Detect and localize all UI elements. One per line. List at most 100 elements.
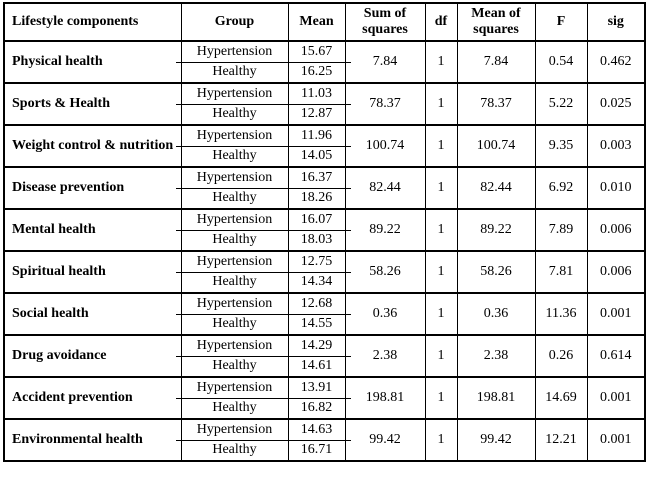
f-value-cell: 6.92 [534,166,588,210]
component-row-2-healthy: Healthy 14.05 [4,145,645,168]
column-header-group: Group [180,2,289,42]
f-value-cell: 12.21 [534,418,588,462]
mean-of-squares-cell: 99.42 [456,418,536,462]
component-name-cell: Weight control & nutrition [3,124,182,168]
component-name-cell: Accident prevention [3,376,182,420]
mean-cell: 16.07 [287,208,346,231]
component-name-cell: Sports & Health [3,82,182,126]
component-name-cell: Spiritual health [3,250,182,294]
group-cell: Hypertension [180,124,289,147]
component-name-cell: Drug avoidance [3,334,182,378]
group-cell: Hypertension [180,292,289,315]
lifestyle-anova-table: Lifestyle components Group Mean Sum of squa… [3,2,646,462]
component-row-8-healthy: Healthy 16.82 [4,397,645,420]
mean-of-squares-cell: 7.84 [456,40,536,84]
component-row-0-hypertension: Physical health Hypertension 15.67 7.84 1 7.8… [3,40,646,84]
mean-of-squares-cell: 82.44 [456,166,536,210]
sum-of-squares-cell: 198.81 [344,376,426,420]
mean-cell: 18.26 [287,187,346,210]
column-header-sig: sig [586,2,646,42]
sum-of-squares-cell: 2.38 [344,334,426,378]
sig-value-cell: 0.001 [586,292,646,336]
f-value-cell: 0.26 [534,334,588,378]
sig-value-cell: 0.006 [586,250,646,294]
column-header-mean: Mean [287,2,346,42]
sig-value-cell: 0.025 [586,82,646,126]
table-body: Physical health Hypertension 15.67 7.84 1 7.8… [3,40,646,462]
component-row-9-healthy: Healthy 16.71 [4,439,645,462]
header-row: Lifestyle components Group Mean Sum of squa… [3,2,646,42]
column-header-f: F [534,2,588,42]
group-cell: Hypertension [180,376,289,399]
mean-cell: 13.91 [287,376,346,399]
mean-cell: 14.34 [287,271,346,294]
column-header-df: df [424,2,458,42]
group-cell: Healthy [180,145,289,168]
column-header-sum_of_squares: Sum of squares [344,2,426,42]
mean-cell: 14.63 [287,418,346,441]
component-row-8-hypertension: Accident prevention Hypertension 13.91 198.… [3,376,646,420]
group-cell: Healthy [180,103,289,126]
mean-cell: 16.82 [287,397,346,420]
sum-of-squares-cell: 0.36 [344,292,426,336]
component-row-6-healthy: Healthy 14.55 [4,313,645,336]
group-cell: Hypertension [180,250,289,273]
mean-cell: 15.67 [287,40,346,63]
component-row-4-healthy: Healthy 18.03 [4,229,645,252]
component-name-cell: Mental health [3,208,182,252]
component-row-9-hypertension: Environmental health Hypertension 14.63 99.… [3,418,646,462]
sum-of-squares-cell: 7.84 [344,40,426,84]
mean-of-squares-cell: 58.26 [456,250,536,294]
group-cell: Healthy [180,355,289,378]
mean-cell: 16.71 [287,439,346,462]
component-name-cell: Environmental health [3,418,182,462]
df-cell: 1 [424,82,458,126]
mean-of-squares-cell: 198.81 [456,376,536,420]
mean-cell: 12.75 [287,250,346,273]
mean-cell: 11.03 [287,82,346,105]
df-cell: 1 [424,334,458,378]
mean-cell: 14.05 [287,145,346,168]
sig-value-cell: 0.614 [586,334,646,378]
mean-of-squares-cell: 2.38 [456,334,536,378]
group-cell: Healthy [180,271,289,294]
mean-of-squares-cell: 78.37 [456,82,536,126]
sig-value-cell: 0.001 [586,418,646,462]
group-cell: Healthy [180,439,289,462]
df-cell: 1 [424,124,458,168]
f-value-cell: 5.22 [534,82,588,126]
sum-of-squares-cell: 78.37 [344,82,426,126]
group-cell: Healthy [180,229,289,252]
mean-cell: 16.37 [287,166,346,189]
df-cell: 1 [424,292,458,336]
component-row-3-hypertension: Disease prevention Hypertension 16.37 82.44… [3,166,646,210]
group-cell: Healthy [180,397,289,420]
group-cell: Hypertension [180,40,289,63]
sig-value-cell: 0.010 [586,166,646,210]
sig-value-cell: 0.003 [586,124,646,168]
sum-of-squares-cell: 58.26 [344,250,426,294]
mean-cell: 12.87 [287,103,346,126]
mean-of-squares-cell: 89.22 [456,208,536,252]
f-value-cell: 7.81 [534,250,588,294]
sig-value-cell: 0.006 [586,208,646,252]
f-value-cell: 11.36 [534,292,588,336]
component-name-cell: Physical health [3,40,182,84]
component-row-7-hypertension: Drug avoidance Hypertension 14.29 2.38 1 2.38… [3,334,646,378]
component-row-5-hypertension: Spiritual health Hypertension 12.75 58.26 1 5… [3,250,646,294]
group-cell: Hypertension [180,334,289,357]
group-cell: Hypertension [180,418,289,441]
component-row-1-hypertension: Sports & Health Hypertension 11.03 78.37 1 78… [3,82,646,126]
df-cell: 1 [424,166,458,210]
sum-of-squares-cell: 100.74 [344,124,426,168]
df-cell: 1 [424,40,458,84]
df-cell: 1 [424,208,458,252]
df-cell: 1 [424,418,458,462]
f-value-cell: 9.35 [534,124,588,168]
df-cell: 1 [424,376,458,420]
column-header-mean_of_squares: Mean of squares [456,2,536,42]
component-name-cell: Disease prevention [3,166,182,210]
sig-value-cell: 0.001 [586,376,646,420]
mean-cell: 11.96 [287,124,346,147]
